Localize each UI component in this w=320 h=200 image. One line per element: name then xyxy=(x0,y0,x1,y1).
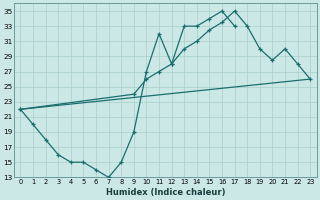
X-axis label: Humidex (Indice chaleur): Humidex (Indice chaleur) xyxy=(106,188,225,197)
